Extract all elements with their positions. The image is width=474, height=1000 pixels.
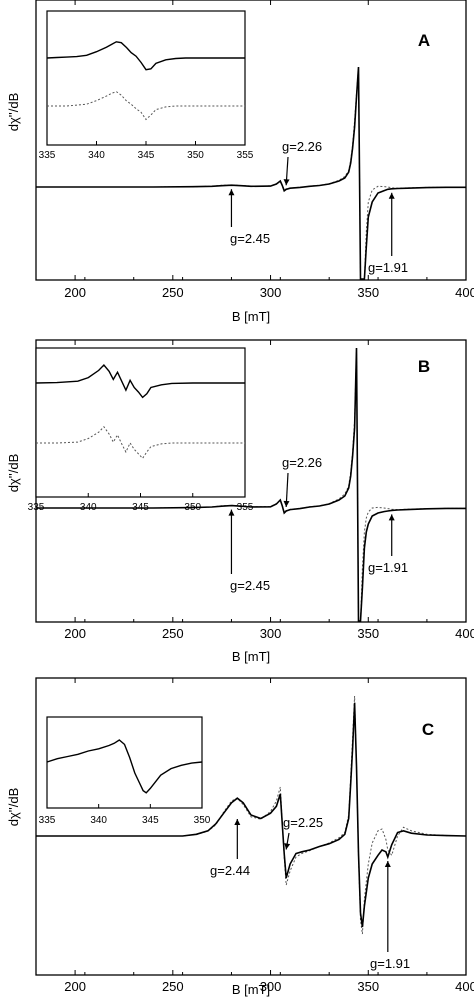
- x-axis-title: B [mT]: [232, 309, 270, 324]
- y-axis-title: dχ''/dB: [6, 788, 21, 827]
- inset-x-tick-label: 340: [90, 815, 107, 826]
- g-value-label: g=1.91: [368, 560, 408, 575]
- g-value-label: g=1.91: [368, 260, 408, 275]
- x-axis-title: B [mT]: [232, 649, 270, 664]
- annotation-arrowhead: [234, 819, 241, 825]
- panel-letter: C: [422, 720, 434, 739]
- inset-x-tick-label: 345: [142, 815, 159, 826]
- plot-frame: [35, 0, 467, 281]
- y-axis-title: dχ''/dB: [6, 454, 21, 493]
- x-tick-label: 350: [357, 979, 379, 994]
- inset-x-tick-label: 340: [88, 150, 105, 161]
- g-value-label: g=2.26: [282, 455, 322, 470]
- panel-c: 200 250 300 350 400 B [mT] dχ''/dB Cg=2.25 g=2.4…: [6, 677, 474, 997]
- plot-frame: [35, 677, 467, 976]
- inset-frame: [46, 10, 246, 146]
- g-value-label: g=2.26: [282, 139, 322, 154]
- inset-frame: [46, 716, 203, 809]
- inset-x-tick-label: 350: [194, 815, 211, 826]
- annotation-arrowhead: [283, 179, 290, 186]
- inset-x-tick-label: 345: [138, 150, 155, 161]
- panel-letter: B: [418, 357, 430, 376]
- y-axis-title: dχ''/dB: [6, 93, 21, 132]
- g-value-label: g=2.45: [230, 231, 270, 246]
- g-value-label: g=1.91: [370, 956, 410, 971]
- inset-c: 335 340 345 350: [39, 716, 211, 826]
- inset-x-tick-label: 355: [237, 502, 254, 513]
- inset-experimental-line: [35, 363, 245, 399]
- x-tick-label: 250: [162, 626, 184, 641]
- g-value-label: g=2.45: [230, 578, 270, 593]
- x-tick-label: 300: [260, 979, 282, 994]
- inset-x-tick-label: 350: [184, 502, 201, 513]
- annotation-arrowhead: [228, 509, 235, 516]
- annotation-arrowhead: [283, 500, 290, 507]
- x-tick-label: 300: [260, 285, 282, 300]
- inset-frame: [35, 347, 246, 498]
- inset-x-tick-label: 355: [237, 150, 254, 161]
- inset-x-tick-label: 350: [187, 150, 204, 161]
- inset-experimental-line: [46, 739, 203, 794]
- inset-simulated-line: [47, 91, 245, 121]
- x-tick-label: 200: [64, 626, 86, 641]
- x-tick-label: 250: [162, 285, 184, 300]
- x-tick-label: 400: [455, 626, 474, 641]
- experimental-spectrum-line: [36, 347, 466, 622]
- annotation-arrowhead: [388, 514, 395, 521]
- inset-b: 335 340 345 350 355: [28, 347, 254, 513]
- x-axis-title: B [mT]: [232, 982, 270, 997]
- x-tick-label: 400: [455, 285, 474, 300]
- x-tick-label: 400: [455, 979, 474, 994]
- g-value-label: g=2.44: [210, 863, 250, 878]
- inset-x-tick-label: 335: [39, 150, 56, 161]
- inset-x-tick-label: 345: [132, 502, 149, 513]
- inset-experimental-line: [46, 41, 245, 71]
- x-tick-label: 200: [64, 979, 86, 994]
- g-value-label: g=2.25: [283, 815, 323, 830]
- x-tick-label: 350: [357, 285, 379, 300]
- inset-x-tick-label: 335: [28, 502, 45, 513]
- panel-b: 200 250 300 350 400 B [mT] dχ''/dB Bg=2.26 g=2.4…: [6, 339, 474, 664]
- annotation-arrowhead: [228, 189, 235, 196]
- x-tick-label: 200: [64, 285, 86, 300]
- annotation-arrowhead: [384, 861, 391, 867]
- annotation-arrowhead: [284, 843, 291, 850]
- inset-a: 335 340 345 350 355: [39, 10, 254, 161]
- x-tick-label: 300: [260, 626, 282, 641]
- panel-letter: A: [418, 31, 430, 50]
- x-tick-label: 350: [357, 626, 379, 641]
- x-tick-label: 250: [162, 979, 184, 994]
- panel-a: 200 250 300 350 400 B [mT] dχ''/dB Ag=2.26 g=2.4…: [6, 0, 474, 324]
- experimental-spectrum-line: [36, 702, 466, 928]
- inset-x-tick-label: 340: [80, 502, 97, 513]
- annotation-arrowhead: [388, 192, 395, 199]
- experimental-spectrum-line: [36, 66, 466, 280]
- inset-x-tick-label: 335: [39, 815, 56, 826]
